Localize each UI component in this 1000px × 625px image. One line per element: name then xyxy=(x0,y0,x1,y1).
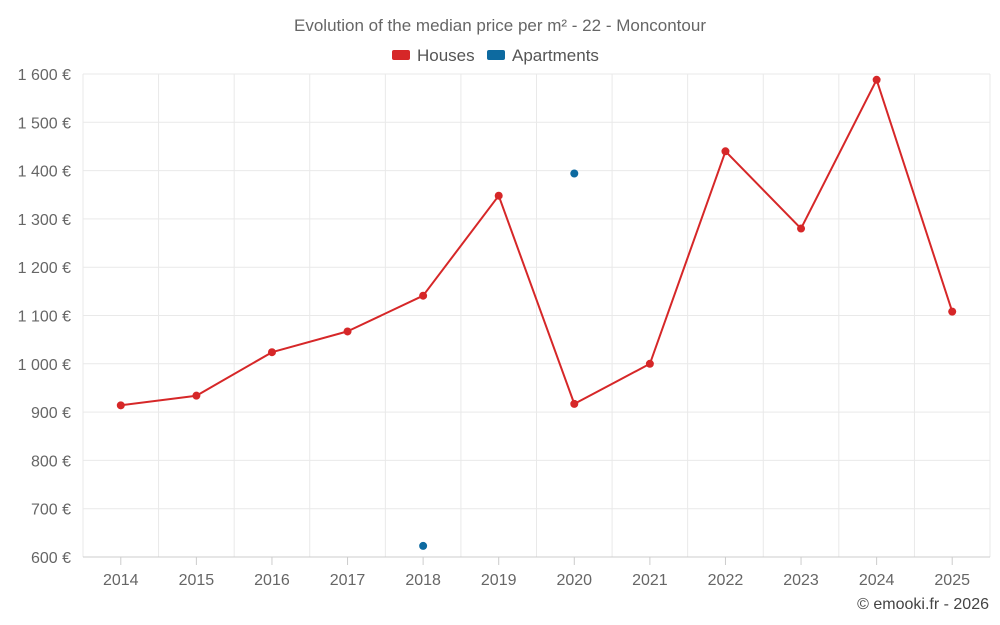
series-layer xyxy=(116,75,957,550)
data-point-houses-2023[interactable] xyxy=(797,224,806,233)
data-point-houses-2024[interactable] xyxy=(872,75,881,84)
legend-label-apartments: Apartments xyxy=(512,46,599,65)
y-tick-label: 1 500 € xyxy=(18,115,71,132)
series-line-houses xyxy=(120,78,954,407)
data-point-apartments-2018[interactable] xyxy=(419,541,428,550)
x-tick-label: 2022 xyxy=(708,572,744,589)
y-axis-ticks: 600 € 700 € 800 € 900 € 1 000 € 1 100 € 1 200 … xyxy=(18,67,71,567)
data-point-houses-2022[interactable] xyxy=(721,147,730,156)
legend-item-apartments[interactable]: Apartments xyxy=(487,46,599,65)
y-tick-label: 1 200 € xyxy=(18,260,71,277)
data-point-houses-2025[interactable] xyxy=(948,307,957,316)
legend: Houses Apartments xyxy=(392,46,599,65)
y-tick-label: 900 € xyxy=(31,405,71,422)
x-tick-label: 2014 xyxy=(103,572,139,589)
data-point-houses-2020[interactable] xyxy=(570,399,579,408)
x-tick-label: 2017 xyxy=(330,572,366,589)
credit-text: © emooki.fr - 2026 xyxy=(857,596,989,613)
y-tick-label: 1 100 € xyxy=(18,309,71,326)
y-tick-label: 800 € xyxy=(31,453,71,470)
x-axis-ticks: 2014 2015 2016 2017 2018 2019 2020 2021 2022 2023… xyxy=(103,557,970,589)
legend-item-houses[interactable]: Houses xyxy=(392,46,475,65)
x-tick-label: 2021 xyxy=(632,572,668,589)
x-tick-label: 2018 xyxy=(405,572,441,589)
data-point-houses-2016[interactable] xyxy=(267,348,276,357)
y-tick-label: 1 600 € xyxy=(18,67,71,84)
data-point-apartments-2020[interactable] xyxy=(570,169,579,178)
data-point-houses-2017[interactable] xyxy=(343,327,352,336)
x-tick-label: 2016 xyxy=(254,572,290,589)
chart-title: Evolution of the median price per m² - 2… xyxy=(294,16,706,35)
data-point-houses-2019[interactable] xyxy=(494,191,503,200)
y-tick-label: 600 € xyxy=(31,550,71,567)
legend-swatch-houses xyxy=(392,50,410,60)
x-tick-label: 2025 xyxy=(934,572,970,589)
y-tick-label: 1 400 € xyxy=(18,164,71,181)
x-tick-label: 2019 xyxy=(481,572,517,589)
series-apartments xyxy=(419,169,579,550)
x-tick-label: 2023 xyxy=(783,572,819,589)
data-point-houses-2015[interactable] xyxy=(192,391,201,400)
x-tick-label: 2015 xyxy=(179,572,215,589)
legend-label-houses: Houses xyxy=(417,46,475,65)
series-houses xyxy=(116,75,957,410)
x-tick-label: 2024 xyxy=(859,572,895,589)
y-tick-label: 1 300 € xyxy=(18,212,71,229)
y-tick-label: 1 000 € xyxy=(18,357,71,374)
legend-swatch-apartments xyxy=(487,50,505,60)
data-point-houses-2014[interactable] xyxy=(116,401,125,410)
x-tick-label: 2020 xyxy=(556,572,592,589)
data-point-houses-2021[interactable] xyxy=(645,359,654,368)
grid xyxy=(82,73,991,558)
y-tick-label: 700 € xyxy=(31,502,71,519)
data-point-houses-2018[interactable] xyxy=(419,291,428,300)
